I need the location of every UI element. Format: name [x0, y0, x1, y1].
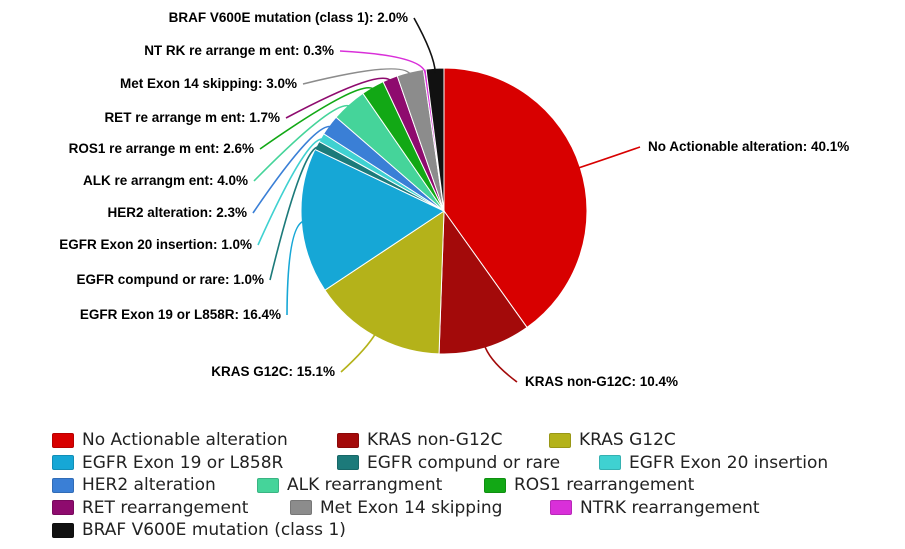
- slice-labels: No Actionable alteration: 40.1% KRAS non-…: [59, 10, 849, 389]
- legend-item: NTRK rearrangement: [550, 498, 760, 518]
- legend-row: EGFR Exon 19 or L858R EGFR compund or ra…: [52, 452, 892, 475]
- leader-line: [576, 146, 641, 170]
- legend-swatch: [290, 500, 312, 516]
- leader-line: [339, 50, 427, 74]
- legend-swatch: [550, 500, 572, 516]
- pie-slice: [300, 148, 446, 291]
- leader-line: [269, 146, 321, 281]
- legend-label: HER2 alteration: [82, 475, 216, 496]
- legend-label: EGFR compund or rare: [367, 452, 561, 473]
- legend-label: EGFR Exon 19 or L858R: [82, 452, 284, 473]
- legend-swatch: [337, 432, 359, 448]
- legend-item: No Actionable alteration: [52, 430, 337, 450]
- legend-label: RET rearrangement: [82, 497, 249, 518]
- slice-label: HER2 alteration: 2.3%: [107, 205, 247, 220]
- leader-line: [340, 331, 377, 373]
- legend-label: ROS1 rearrangement: [514, 475, 695, 496]
- leader-line: [302, 68, 412, 85]
- legend-item: ROS1 rearrangement: [484, 475, 694, 495]
- leader-line: [257, 138, 326, 246]
- leader-line: [413, 17, 437, 73]
- slice-label: NT RK re arrange m ent: 0.3%: [144, 43, 334, 58]
- legend-item: HER2 alteration: [52, 475, 257, 495]
- leader-line: [285, 77, 393, 119]
- legend-label: KRAS G12C: [579, 430, 676, 451]
- legend-item: Met Exon 14 skipping: [290, 498, 550, 518]
- legend-label: ALK rearrangment: [287, 475, 443, 496]
- legend-item: KRAS non-G12C: [337, 430, 549, 450]
- legend-swatch: [52, 500, 74, 516]
- legend-item: RET rearrangement: [52, 498, 290, 518]
- legend-swatch: [52, 477, 74, 493]
- legend-label: NTRK rearrangement: [580, 497, 760, 518]
- legend-swatch: [599, 455, 621, 471]
- leader-line: [253, 104, 352, 182]
- slice-label: KRAS non-G12C: 10.4%: [525, 374, 678, 389]
- slice-label: EGFR compund or rare: 1.0%: [76, 272, 264, 287]
- legend-swatch: [257, 477, 279, 493]
- legend-swatch: [52, 455, 74, 471]
- legend-label: BRAF V600E mutation (class 1): [82, 520, 346, 541]
- pie-slices: [300, 67, 588, 355]
- legend-swatch: [52, 522, 74, 538]
- legend-swatch: [549, 432, 571, 448]
- legend-row: RET rearrangement Met Exon 14 skipping N…: [52, 497, 892, 520]
- legend-item: ALK rearrangment: [257, 475, 484, 495]
- legend-row: BRAF V600E mutation (class 1): [52, 519, 892, 542]
- slice-label: EGFR Exon 20 insertion: 1.0%: [59, 237, 252, 252]
- legend-label: KRAS non-G12C: [367, 430, 503, 451]
- legend-row: No Actionable alteration KRAS non-G12C K…: [52, 429, 892, 452]
- legend-item: EGFR compund or rare: [337, 453, 599, 473]
- slice-label: RET re arrange m ent: 1.7%: [104, 110, 280, 125]
- slice-label: KRAS G12C: 15.1%: [211, 364, 335, 379]
- leader-lines: [252, 17, 641, 383]
- slice-label: ALK re arrangm ent: 4.0%: [83, 173, 248, 188]
- legend-item: KRAS G12C: [549, 430, 676, 450]
- slice-label: Met Exon 14 skipping: 3.0%: [120, 76, 297, 91]
- leader-line: [483, 343, 518, 383]
- legend-label: EGFR Exon 20 insertion: [629, 452, 829, 473]
- legend-item: BRAF V600E mutation (class 1): [52, 520, 346, 540]
- slice-label: ROS1 re arrange m ent: 2.6%: [69, 141, 254, 156]
- leader-line: [252, 125, 334, 214]
- leader-line: [259, 86, 376, 150]
- legend-swatch: [484, 477, 506, 493]
- legend-item: EGFR Exon 19 or L858R: [52, 453, 337, 473]
- legend-label: No Actionable alteration: [82, 430, 288, 451]
- leader-line: [286, 220, 306, 316]
- slice-label: EGFR Exon 19 or L858R: 16.4%: [80, 307, 281, 322]
- legend: No Actionable alteration KRAS non-G12C K…: [52, 429, 892, 542]
- legend-swatch: [337, 455, 359, 471]
- legend-row: HER2 alteration ALK rearrangment ROS1 re…: [52, 474, 892, 497]
- legend-label: Met Exon 14 skipping: [320, 497, 503, 518]
- slice-label: BRAF V600E mutation (class 1): 2.0%: [169, 10, 408, 25]
- legend-swatch: [52, 432, 74, 448]
- legend-item: EGFR Exon 20 insertion: [599, 453, 828, 473]
- slice-label: No Actionable alteration: 40.1%: [648, 139, 849, 154]
